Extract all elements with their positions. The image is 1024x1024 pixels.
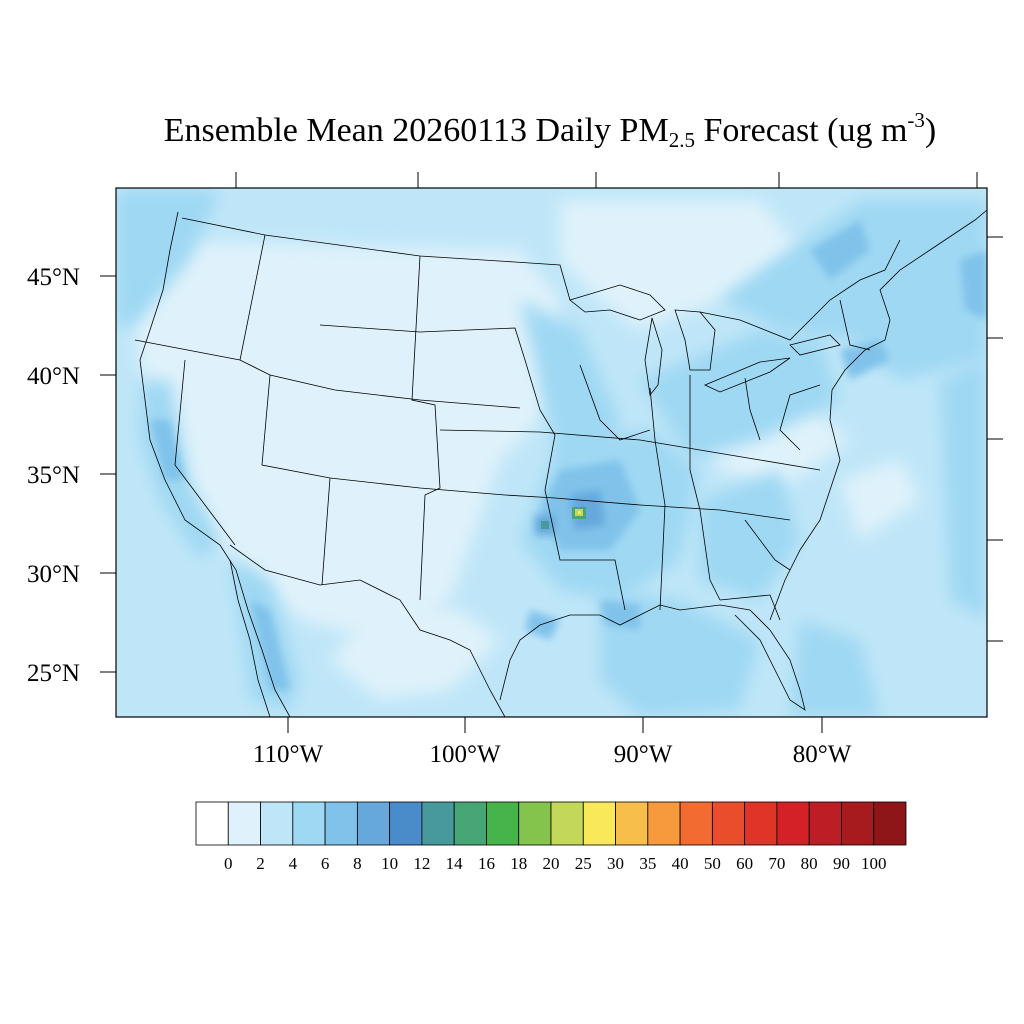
longitude-labels: 110°W 100°W 90°W 80°W bbox=[253, 741, 852, 768]
colorbar bbox=[195, 801, 907, 846]
country-and-state-boundaries bbox=[134, 209, 987, 717]
lat-label-25: 25°N bbox=[27, 660, 80, 687]
colorbar-swatch bbox=[582, 801, 616, 846]
colorbar-label: 100 bbox=[861, 854, 887, 873]
colorbar-label: 16 bbox=[478, 854, 495, 873]
lat-label-30: 30°N bbox=[27, 561, 80, 588]
colorbar-label: 18 bbox=[510, 854, 527, 873]
colorbar-label: 60 bbox=[736, 854, 753, 873]
colorbar-swatch bbox=[518, 801, 552, 846]
colorbar-swatch bbox=[195, 801, 229, 846]
colorbar-label: 10 bbox=[381, 854, 398, 873]
title-middle: Forecast (ug m bbox=[694, 112, 908, 149]
colorbar-swatch bbox=[647, 801, 681, 846]
colorbar-swatch bbox=[808, 801, 842, 846]
colorbar-swatch bbox=[356, 801, 391, 846]
colorbar-swatch bbox=[841, 801, 875, 846]
colorbar-swatch bbox=[550, 801, 584, 846]
colorbar-label: 30 bbox=[607, 854, 624, 873]
map-frame bbox=[115, 187, 988, 718]
lat-label-45: 45°N bbox=[27, 264, 80, 291]
colorbar-swatch bbox=[227, 801, 261, 846]
title-subscript: 2.5 bbox=[668, 128, 695, 152]
colorbar-swatch bbox=[615, 801, 649, 846]
colorbar-label: 80 bbox=[801, 854, 818, 873]
colorbar-label: 12 bbox=[413, 854, 430, 873]
colorbar-label: 25 bbox=[575, 854, 592, 873]
colorbar-swatch bbox=[260, 801, 294, 846]
colorbar-swatch bbox=[324, 801, 358, 846]
colorbar-label: 20 bbox=[543, 854, 560, 873]
colorbar-label: 4 bbox=[289, 854, 298, 873]
colorbar-swatch bbox=[421, 801, 455, 846]
lon-label-110w: 110°W bbox=[253, 741, 324, 768]
lon-label-90w: 90°W bbox=[614, 741, 673, 768]
colorbar-label: 6 bbox=[321, 854, 330, 873]
colorbar-label: 70 bbox=[768, 854, 785, 873]
latitude-labels: 45°N 40°N 35°N 30°N 25°N bbox=[27, 264, 80, 687]
lon-label-80w: 80°W bbox=[793, 741, 852, 768]
colorbar-swatch bbox=[744, 801, 778, 846]
colorbar-label: 40 bbox=[672, 854, 689, 873]
lon-label-100w: 100°W bbox=[429, 741, 500, 768]
colorbar-swatch bbox=[292, 801, 326, 846]
colorbar-label: 8 bbox=[353, 854, 362, 873]
title-suffix: ) bbox=[924, 112, 937, 149]
colorbar-label: 14 bbox=[446, 854, 464, 873]
colorbar-swatch bbox=[679, 801, 713, 846]
colorbar-label: 50 bbox=[704, 854, 721, 873]
colorbar-label: 0 bbox=[224, 854, 233, 873]
colorbar-swatch bbox=[486, 801, 520, 846]
colorbar-swatch bbox=[873, 801, 907, 846]
chart-title: Ensemble Mean 20260113 Daily PM2.5 Forec… bbox=[0, 110, 1024, 152]
lat-label-35: 35°N bbox=[27, 462, 80, 489]
colorbar-labels: 0 2 4 6 8 10 12 14 16 18 20 25 30 35 40 50 60 70 80 90 100 bbox=[224, 854, 886, 873]
colorbar-swatch bbox=[453, 801, 487, 846]
colorbar-swatch bbox=[776, 801, 810, 846]
lat-label-40: 40°N bbox=[27, 363, 80, 390]
colorbar-swatch bbox=[711, 801, 746, 846]
title-prefix: Ensemble Mean 20260113 Daily PM bbox=[163, 112, 669, 149]
colorbar-label: 35 bbox=[639, 854, 656, 873]
tick-marks bbox=[100, 172, 1003, 733]
title-superscript: -3 bbox=[907, 108, 925, 132]
colorbar-label: 2 bbox=[256, 854, 265, 873]
colorbar-label: 90 bbox=[833, 854, 850, 873]
colorbar-swatch bbox=[389, 801, 423, 846]
